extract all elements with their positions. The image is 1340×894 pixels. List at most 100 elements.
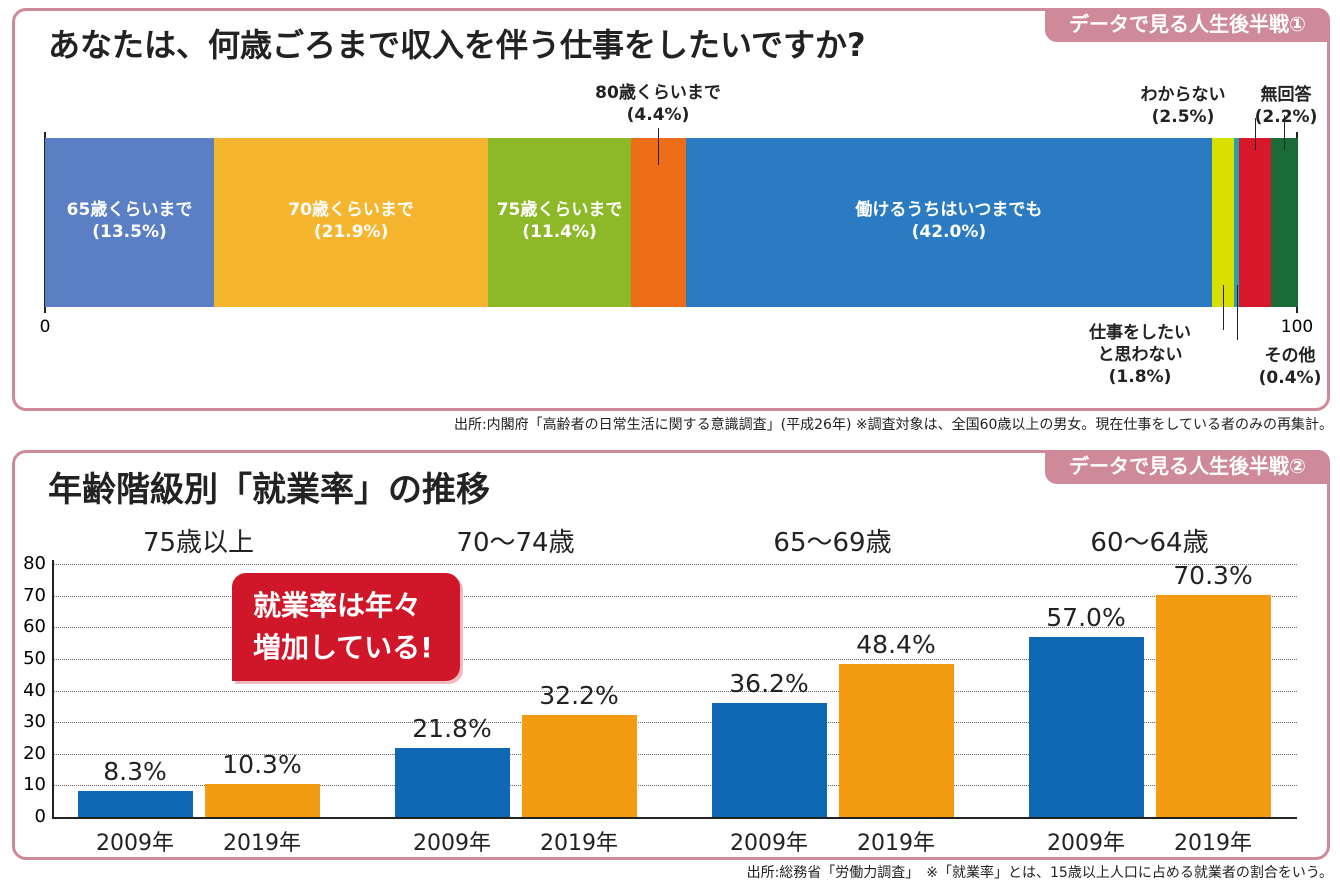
value-label: 21.8% — [412, 714, 492, 744]
series-name: 無回答 — [1260, 85, 1312, 105]
bar — [394, 748, 510, 817]
grid-line — [52, 564, 1297, 565]
segment-label: 65歳くらいまで (13.5%) — [45, 199, 214, 243]
segment-label: 働けるうちはいつまでも (42.0%) — [686, 199, 1212, 243]
value-label: 10.3% — [222, 750, 302, 780]
y-tick-label: 20 — [23, 742, 46, 764]
bar — [711, 702, 827, 817]
value-label: (0.4%) — [1258, 368, 1322, 388]
leader-line — [1223, 285, 1225, 330]
y-tick-label: 30 — [23, 711, 46, 733]
axis-line — [52, 560, 54, 817]
value-label: 32.2% — [539, 681, 619, 711]
segment-label: わからない (2.5%) — [1113, 84, 1253, 128]
x-tick-label: 0 — [39, 317, 51, 337]
segment-label: その他 (0.4%) — [1220, 345, 1340, 389]
bar — [1155, 594, 1271, 817]
badge: データで見る人生後半戦② — [1045, 450, 1330, 484]
leader-line — [658, 128, 660, 165]
value-label: (2.5%) — [1151, 107, 1215, 127]
value-label: (13.5%) — [92, 221, 167, 242]
bar-segment — [630, 138, 686, 307]
panel — [12, 450, 1330, 860]
bar-segment — [488, 138, 631, 307]
value-label: (11.4%) — [522, 221, 597, 242]
series-name: 70歳くらいまで — [288, 199, 414, 220]
x-tick-label: 2009年 — [96, 831, 174, 856]
series-name: 75歳くらいまで — [496, 199, 623, 220]
bar-segment — [214, 138, 489, 307]
value-label: 8.3% — [103, 756, 167, 786]
grid-line — [52, 658, 1297, 660]
series-name: 仕事をしたいと思わない — [1089, 323, 1191, 365]
x-tick-label: 2019年 — [1174, 831, 1252, 856]
chart-title: あなたは、何歳ごろまで収入を伴う仕事をしたいですか? — [48, 26, 866, 64]
bar — [77, 790, 193, 817]
bar — [521, 715, 637, 817]
panel — [12, 8, 1330, 411]
value-label: (4.4%) — [626, 105, 690, 125]
grid-line — [52, 753, 1297, 755]
category-label: 65〜69歳 — [773, 528, 892, 558]
x-tick-label: 2009年 — [1047, 831, 1125, 856]
x-tick-label: 2009年 — [413, 831, 491, 856]
value-label: 36.2% — [729, 668, 809, 698]
bar-segment — [1239, 138, 1271, 307]
y-tick-label: 10 — [23, 774, 46, 796]
x-tick-label: 2019年 — [540, 831, 618, 856]
y-tick-label: 50 — [23, 647, 46, 669]
grid-line — [52, 627, 1297, 629]
series-name: 働けるうちはいつまでも — [855, 199, 1043, 220]
value-label: 57.0% — [1046, 602, 1126, 632]
x-tick-label: 2019年 — [223, 831, 301, 856]
grid-line — [52, 595, 1297, 597]
bar-segment — [1211, 138, 1235, 307]
category-label: 70〜74歳 — [456, 528, 575, 558]
bar-segment — [686, 138, 1212, 307]
bar — [204, 784, 320, 817]
x-tick-label: 2019年 — [857, 831, 935, 856]
y-tick-label: 80 — [23, 553, 46, 574]
grid-line — [52, 690, 1297, 692]
series-name: その他 — [1264, 346, 1316, 366]
y-tick-label: 70 — [23, 584, 46, 606]
value-label: (2.2%) — [1254, 107, 1318, 127]
y-tick-label: 0 — [34, 806, 46, 827]
source: 出所:内閣府「高齢者の日常生活に関する意識調査」(平成26年) ※調査対象は、全… — [453, 417, 1333, 433]
x-tick — [44, 307, 45, 313]
series-name: 80歳くらいまで — [595, 83, 721, 103]
value-label: (1.8%) — [1108, 367, 1172, 387]
leader-line — [1255, 118, 1257, 150]
grid-line — [52, 817, 1297, 819]
x-tick-label: 100 — [1280, 317, 1314, 337]
source: 出所:総務省「労働力調査」 ※「就業率」とは、15歳以上人口に占める就業者の割合… — [746, 865, 1333, 881]
grid-line — [52, 785, 1297, 787]
segment-label: 75歳くらいまで (11.4%) — [488, 199, 631, 243]
x-tick-label: 2009年 — [730, 831, 808, 856]
category-label: 75歳以上 — [142, 528, 255, 558]
segment-label: 70歳くらいまで (21.9%) — [214, 199, 488, 243]
bar — [838, 663, 954, 817]
value-label: 48.4% — [856, 629, 936, 659]
bar-segment — [45, 138, 215, 307]
bar-segment — [1234, 138, 1240, 307]
leader-line — [1284, 115, 1286, 150]
category-label: 60〜64歳 — [1090, 528, 1209, 558]
value-label: (21.9%) — [313, 221, 389, 242]
annotation: 就業率は年々増加している! — [232, 573, 460, 681]
series-name: わからない — [1140, 85, 1226, 105]
bar — [1028, 636, 1144, 817]
chart-title: 年齢階級別「就業率」の推移 — [48, 470, 490, 510]
leader-line — [1236, 285, 1238, 340]
badge: データで見る人生後半戦① — [1045, 8, 1330, 42]
y-tick-label: 60 — [23, 616, 46, 638]
series-name: 65歳くらいまで — [66, 199, 193, 220]
x-tick — [1296, 307, 1297, 313]
annotation-text: 就業率は年々増加している! — [253, 589, 433, 664]
segment-label: 無回答 (2.2%) — [1216, 84, 1340, 128]
value-label: 70.3% — [1173, 560, 1253, 590]
grid-line — [52, 722, 1297, 724]
bar-segment — [1270, 138, 1299, 307]
segment-label: 80歳くらいまで (4.4%) — [588, 82, 728, 126]
